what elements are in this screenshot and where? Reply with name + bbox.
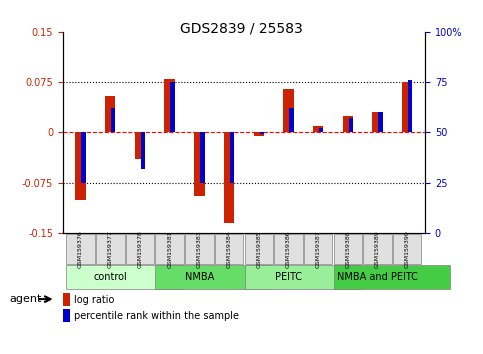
FancyBboxPatch shape (334, 234, 362, 264)
Text: GSM159389: GSM159389 (375, 230, 380, 268)
Bar (75, 132, 86, 200)
Bar (170, 82, 175, 132)
Bar (319, 129, 323, 132)
Text: GSM159384: GSM159384 (227, 230, 231, 268)
FancyBboxPatch shape (66, 234, 95, 264)
Text: GSM159377: GSM159377 (108, 230, 113, 268)
Bar (111, 108, 115, 132)
FancyBboxPatch shape (244, 265, 361, 290)
FancyBboxPatch shape (156, 234, 184, 264)
Text: control: control (93, 272, 127, 282)
Text: GSM159383: GSM159383 (197, 230, 202, 268)
Bar (135, 132, 145, 159)
Bar (349, 118, 353, 132)
Bar (289, 108, 294, 132)
Text: PEITC: PEITC (275, 272, 302, 282)
Text: NMBA: NMBA (185, 272, 214, 282)
FancyBboxPatch shape (244, 234, 273, 264)
Text: agent: agent (10, 294, 42, 304)
FancyBboxPatch shape (393, 234, 422, 264)
FancyBboxPatch shape (66, 265, 183, 290)
Bar (165, 79, 175, 132)
FancyBboxPatch shape (304, 234, 332, 264)
Bar (313, 126, 323, 132)
FancyBboxPatch shape (274, 234, 303, 264)
Text: percentile rank within the sample: percentile rank within the sample (73, 311, 239, 321)
Bar (408, 80, 412, 132)
Bar (283, 89, 294, 132)
FancyBboxPatch shape (156, 265, 272, 290)
Bar (378, 112, 383, 132)
FancyBboxPatch shape (334, 265, 450, 290)
Bar (81, 132, 86, 183)
Bar (342, 116, 353, 132)
Bar (254, 132, 264, 136)
Bar (224, 132, 234, 223)
Bar (230, 132, 234, 183)
Text: GDS2839 / 25583: GDS2839 / 25583 (180, 21, 303, 35)
Bar (63, 309, 70, 322)
Bar (259, 132, 264, 135)
Text: GSM159388: GSM159388 (345, 230, 350, 268)
Text: log ratio: log ratio (73, 295, 114, 304)
Text: GSM159385: GSM159385 (256, 230, 261, 268)
Text: NMBA and PEITC: NMBA and PEITC (337, 272, 418, 282)
FancyBboxPatch shape (96, 234, 125, 264)
Bar (200, 132, 205, 183)
Bar (63, 293, 70, 306)
FancyBboxPatch shape (363, 234, 392, 264)
Bar (402, 82, 412, 132)
Text: GSM159378: GSM159378 (138, 230, 142, 268)
Text: GSM159386: GSM159386 (286, 230, 291, 268)
Bar (194, 132, 205, 196)
Text: GSM159387: GSM159387 (316, 230, 321, 268)
Bar (372, 112, 383, 132)
Text: GSM159376: GSM159376 (78, 230, 83, 268)
Text: GSM159381: GSM159381 (167, 230, 172, 268)
FancyBboxPatch shape (215, 234, 243, 264)
Bar (141, 132, 145, 169)
Bar (105, 96, 115, 132)
Text: GSM159390: GSM159390 (405, 230, 410, 268)
FancyBboxPatch shape (185, 234, 213, 264)
FancyBboxPatch shape (126, 234, 154, 264)
